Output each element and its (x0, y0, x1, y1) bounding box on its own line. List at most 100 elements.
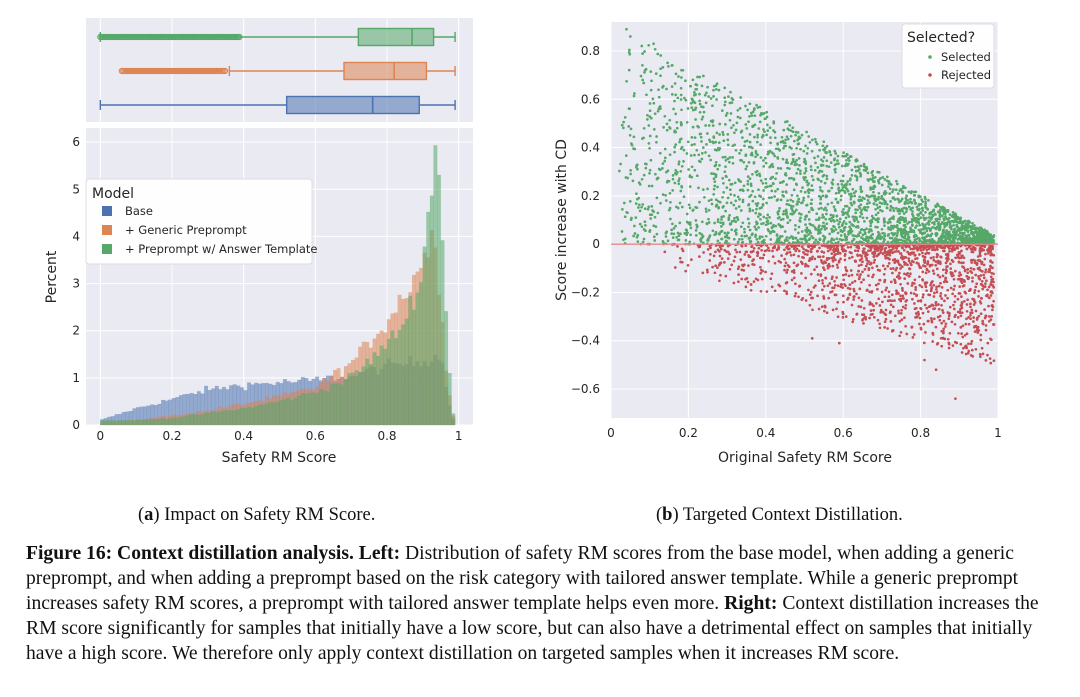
scatter-point-selected (807, 182, 811, 185)
scatter-point-selected (942, 212, 946, 216)
histogram-bar--preprompt-w-answer-template (408, 295, 413, 426)
scatter-point-selected (723, 231, 727, 235)
scatter-point-rejected (719, 247, 723, 251)
scatter-point-rejected (920, 285, 924, 289)
scatter-point-selected (796, 131, 800, 134)
scatter-point-rejected (868, 301, 872, 304)
scatter-point-rejected (942, 319, 946, 323)
legend-label-rejected: Rejected (941, 68, 991, 82)
scatter-point-selected (688, 175, 692, 179)
scatter-x-label: Original Safety RM Score (718, 450, 892, 466)
scatter-point-selected (698, 160, 702, 164)
scatter-point-selected (727, 95, 730, 98)
scatter-point-selected (734, 233, 738, 236)
scatter-point-rejected (881, 300, 884, 304)
scatter-point-rejected (869, 245, 872, 248)
scatter-point-selected (678, 177, 681, 180)
scatter-point-selected (661, 167, 664, 170)
scatter-point-rejected (716, 266, 719, 270)
scatter-point-selected (785, 160, 789, 164)
scatter-point-rejected (950, 320, 954, 324)
scatter-point-selected (782, 209, 786, 213)
scatter-point-selected (925, 229, 929, 233)
scatter-point-rejected (730, 263, 734, 267)
scatter-point-rejected (718, 254, 722, 258)
scatter-point-selected (905, 237, 909, 241)
scatter-point-selected (895, 179, 898, 183)
scatter-point-selected (914, 226, 917, 230)
histogram-bar--preprompt-w-answer-template (189, 413, 194, 426)
scatter-point-rejected (752, 247, 756, 250)
scatter-point-selected (903, 186, 907, 190)
scatter-point-rejected (976, 331, 980, 334)
scatter-point-rejected (848, 287, 852, 291)
scatter-point-selected (869, 236, 873, 240)
scatter-point-rejected (847, 274, 851, 278)
scatter-point-rejected (969, 342, 973, 346)
scatter-point-selected (946, 210, 950, 213)
scatter-point-rejected (888, 257, 891, 261)
scatter-point-rejected (876, 318, 880, 322)
scatter-point-selected (687, 168, 690, 171)
scatter-point-rejected (679, 260, 682, 264)
histogram-bar--preprompt-w-answer-template (139, 419, 144, 426)
scatter-point-selected (703, 93, 707, 97)
scatter-point-selected (738, 116, 742, 120)
scatter-point-selected (749, 153, 753, 157)
scatter-point-rejected (868, 290, 871, 294)
scatter-point-selected (905, 207, 909, 211)
scatter-point-rejected (760, 248, 763, 252)
scatter-point-selected (648, 102, 652, 105)
scatter-point-selected (632, 94, 636, 98)
scatter-point-rejected (942, 331, 945, 335)
scatter-point-selected (841, 238, 845, 242)
scatter-point-selected (726, 196, 730, 200)
scatter-point-selected (936, 240, 940, 243)
scatter-point-selected (819, 188, 822, 192)
scatter-point-rejected (935, 285, 938, 289)
scatter-point-selected (796, 167, 800, 171)
scatter-point-rejected (953, 269, 957, 273)
scatter-point-rejected (937, 307, 941, 311)
scatter-point-rejected (860, 263, 863, 267)
scatter-point-selected (744, 123, 748, 126)
scatter-point-selected (872, 180, 875, 184)
scatter-point-rejected (989, 275, 993, 279)
scatter-point-rejected (744, 244, 748, 248)
scatter-point-selected (752, 124, 755, 128)
scatter-point-rejected (749, 283, 753, 286)
scatter-point-rejected (925, 289, 928, 293)
scatter-point-rejected (869, 309, 873, 312)
histogram-bar--preprompt-w-answer-template (128, 420, 133, 426)
scatter-point-selected (682, 195, 686, 199)
scatter-point-selected (715, 131, 719, 135)
scatter-point-rejected (918, 253, 921, 256)
scatter-point-rejected (901, 289, 904, 292)
histogram-bar--preprompt-w-answer-template (143, 419, 148, 426)
scatter-point-selected (684, 98, 688, 102)
scatter-point-selected (790, 162, 793, 166)
scatter-point-selected (728, 213, 731, 217)
scatter-point-selected (769, 238, 773, 241)
scatter-point-selected (808, 140, 812, 144)
scatter-point-selected (895, 182, 899, 186)
scatter-point-rejected (834, 258, 837, 262)
scatter-point-selected (728, 156, 732, 159)
scatter-point-rejected (950, 249, 954, 253)
histogram-bar--preprompt-w-answer-template (358, 372, 363, 426)
scatter-point-rejected (897, 311, 901, 315)
scatter-point-selected (956, 237, 960, 241)
scatter-point-selected (776, 142, 779, 145)
scatter-point-selected (638, 183, 642, 186)
scatter-point-selected (950, 240, 953, 243)
scatter-point-rejected (964, 291, 968, 295)
scatter-point-selected (796, 142, 800, 146)
scatter-point-rejected (855, 292, 858, 296)
scatter-point-selected (647, 124, 651, 127)
histogram-bar--preprompt-w-answer-template (110, 420, 115, 426)
scatter-point-selected (915, 240, 918, 244)
scatter-point-rejected (931, 333, 935, 336)
scatter-point-selected (804, 228, 807, 232)
scatter-point-selected (753, 135, 756, 139)
scatter-point-selected (828, 150, 832, 154)
